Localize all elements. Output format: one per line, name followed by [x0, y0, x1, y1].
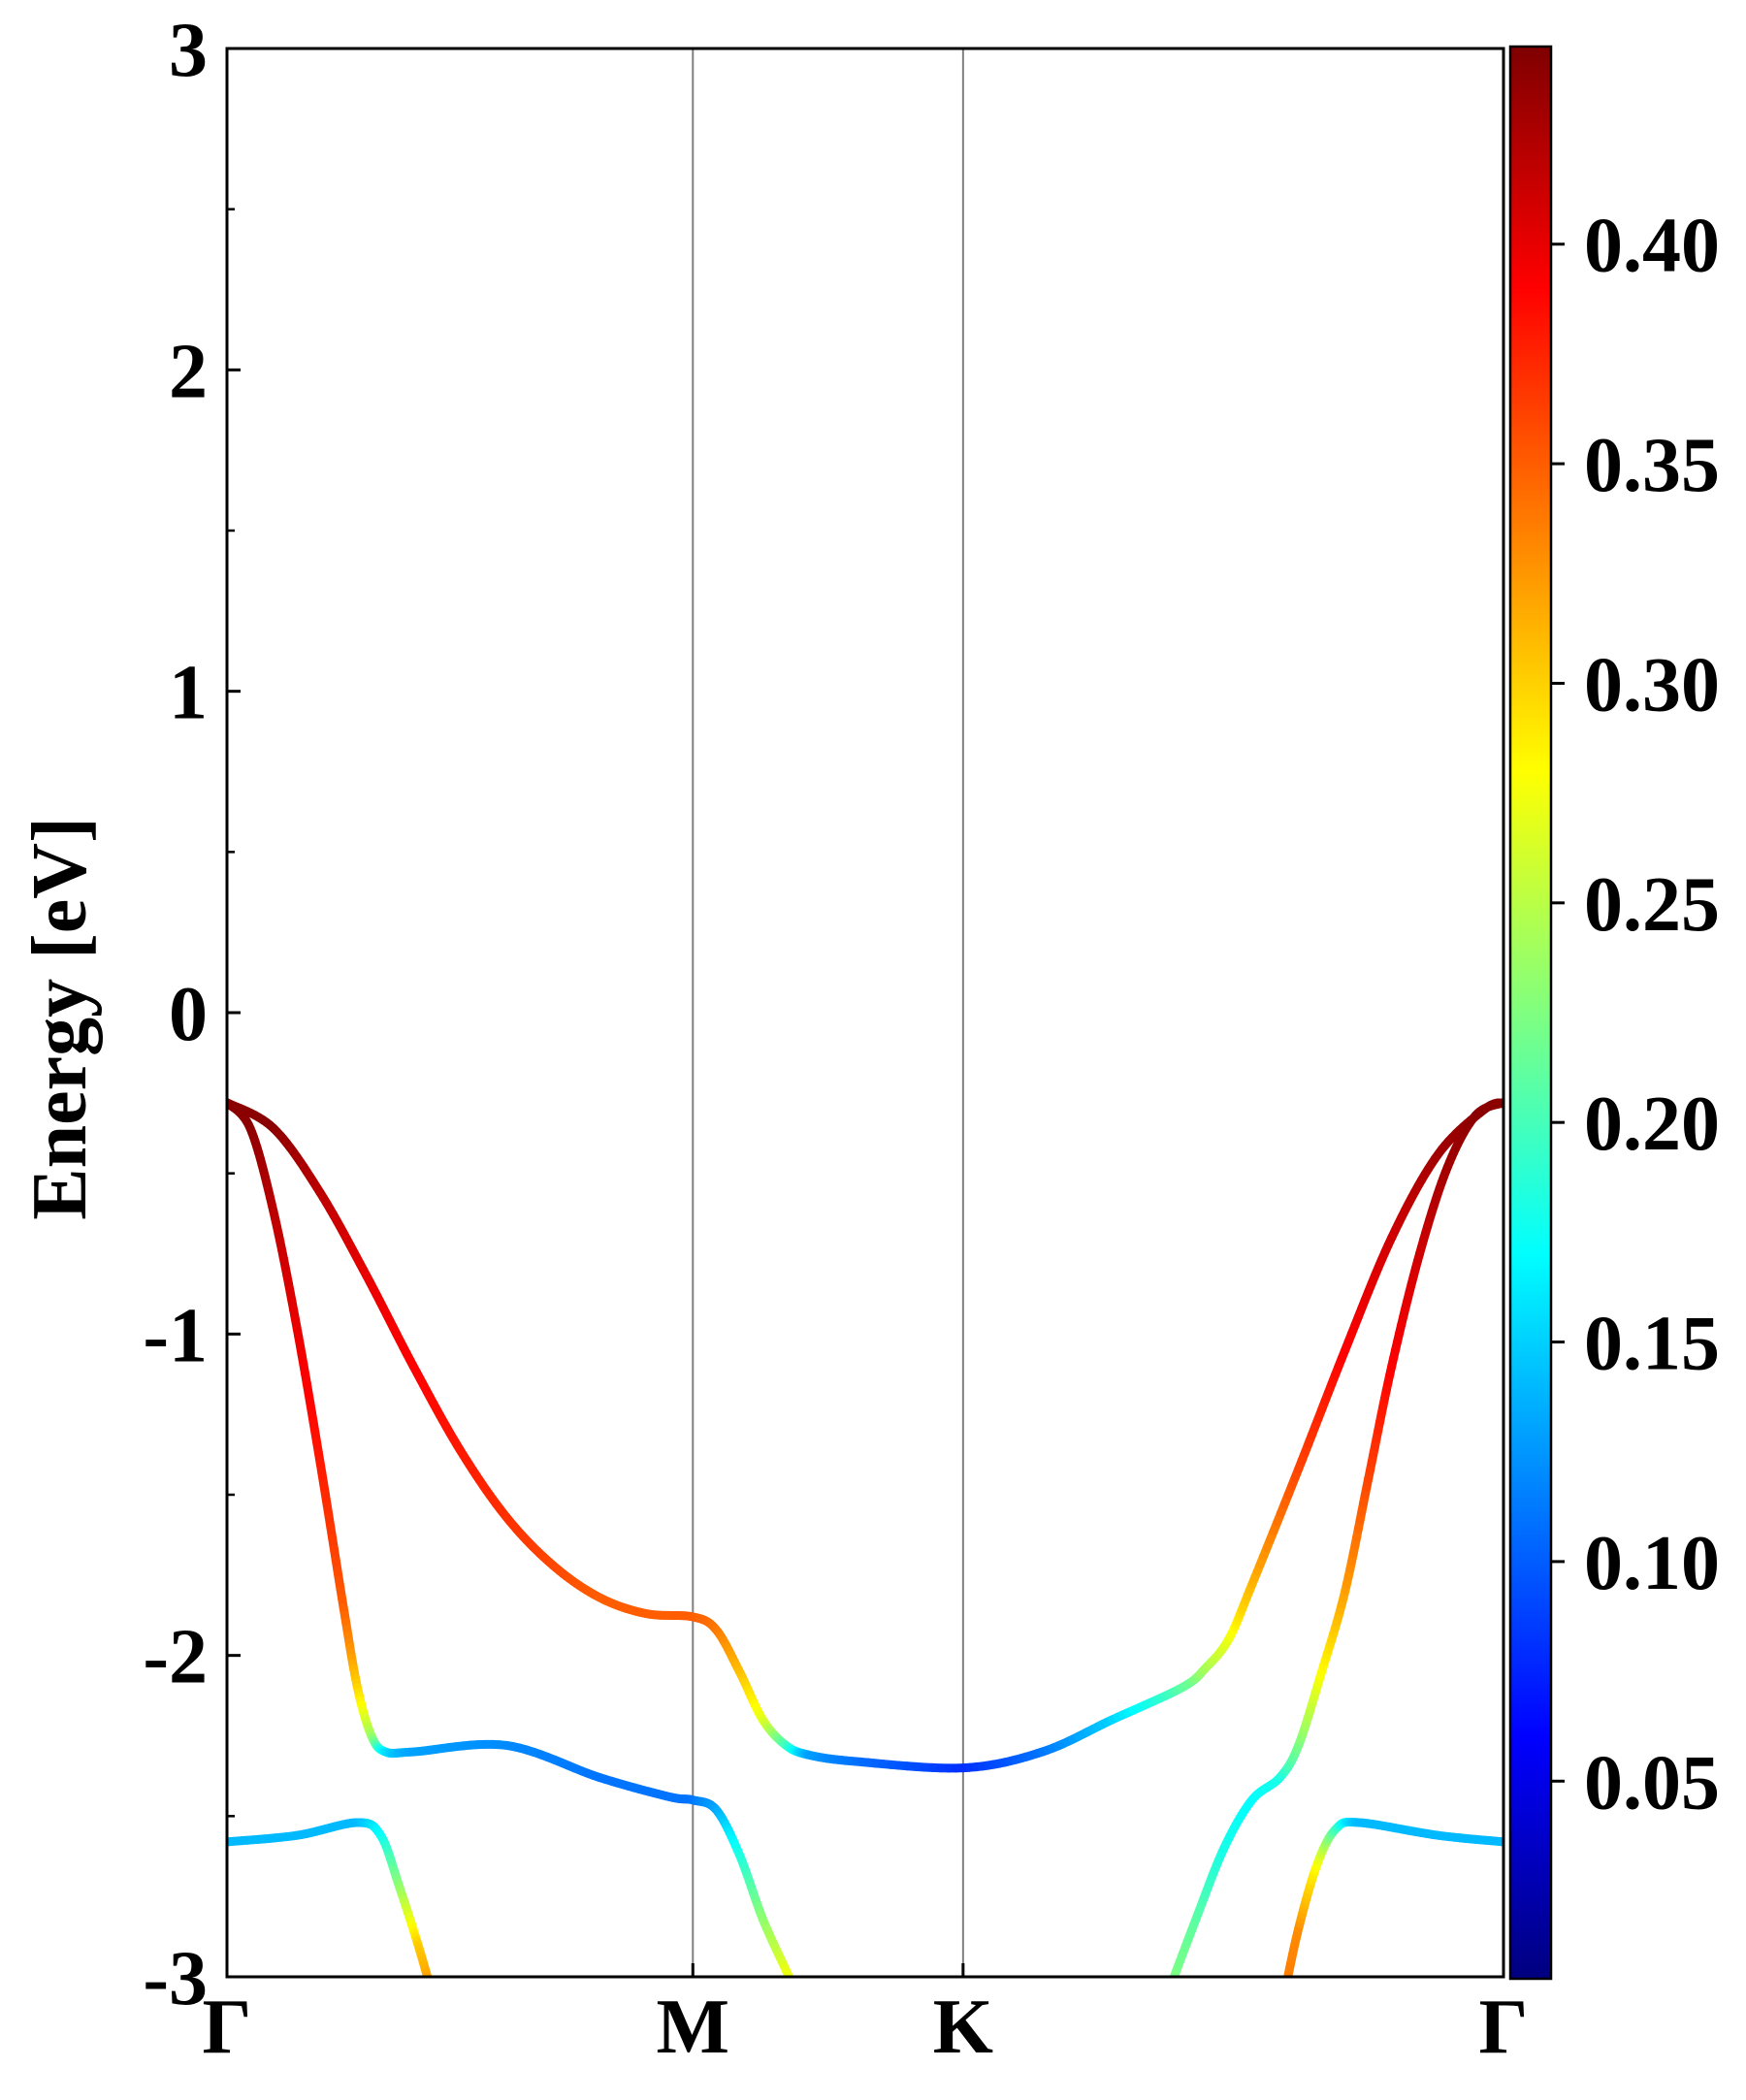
y-axis-label: Energy [eV] [17, 817, 103, 1219]
band-segment [790, 1980, 791, 1982]
plot-frame [227, 48, 1504, 1977]
y-tick-label: -2 [143, 1615, 208, 1700]
band-segment [1284, 1990, 1285, 1993]
x-tick-label: K [933, 1985, 993, 2070]
band-line [1284, 1823, 1504, 1993]
colorbar-tick-label: 0.25 [1584, 862, 1720, 948]
colorbar-tick-label: 0.10 [1584, 1521, 1720, 1606]
y-tick-label: 0 [169, 972, 208, 1057]
colorbar-tick-label: 0.20 [1584, 1082, 1720, 1167]
colorbar [1510, 47, 1551, 1979]
colorbar-tick-label: 0.15 [1584, 1302, 1720, 1387]
band-segment [1169, 1987, 1170, 1990]
band-line [227, 1103, 795, 1993]
y-tick-label: 3 [169, 8, 208, 93]
colorbar-ticks: 0.40 0.35 0.30 0.25 0.20 0.15 0.10 0.05 [1551, 204, 1720, 1826]
band-segment [429, 1983, 430, 1986]
y-tick-label: -1 [143, 1293, 208, 1378]
colorbar-tick-label: 0.35 [1584, 423, 1720, 508]
colorbar-tick-label: 0.05 [1584, 1740, 1720, 1825]
y-tick-label: -3 [143, 1936, 208, 2021]
band-line [227, 1103, 1504, 1768]
colorbar-tick-label: 0.40 [1584, 204, 1720, 289]
band-segment [1171, 1982, 1173, 1986]
band-segment [432, 1991, 433, 1993]
band-segment [431, 1988, 432, 1990]
colorbar-tick-label: 0.30 [1584, 642, 1720, 727]
band-segment [428, 1980, 429, 1983]
y-tick-label: 1 [169, 651, 208, 736]
band-segment [793, 1987, 794, 1988]
band-line [1168, 1103, 1504, 1993]
band-segment [791, 1982, 792, 1984]
band-segment [1286, 1979, 1287, 1983]
x-tick-label: M [657, 1985, 730, 2070]
band-line [227, 1823, 432, 1993]
band-lines [227, 1103, 1504, 1993]
x-tick-label: Γ [1479, 1985, 1529, 2070]
band-segment [1286, 1984, 1287, 1987]
high-symmetry-lines [693, 48, 963, 1977]
y-tick-label: 2 [169, 329, 208, 414]
band-segment [430, 1986, 431, 1988]
band-segment [1168, 1989, 1169, 1992]
band-segment [1285, 1987, 1286, 1990]
band-segment [792, 1985, 793, 1987]
x-tick-label: Γ [203, 1985, 252, 2070]
